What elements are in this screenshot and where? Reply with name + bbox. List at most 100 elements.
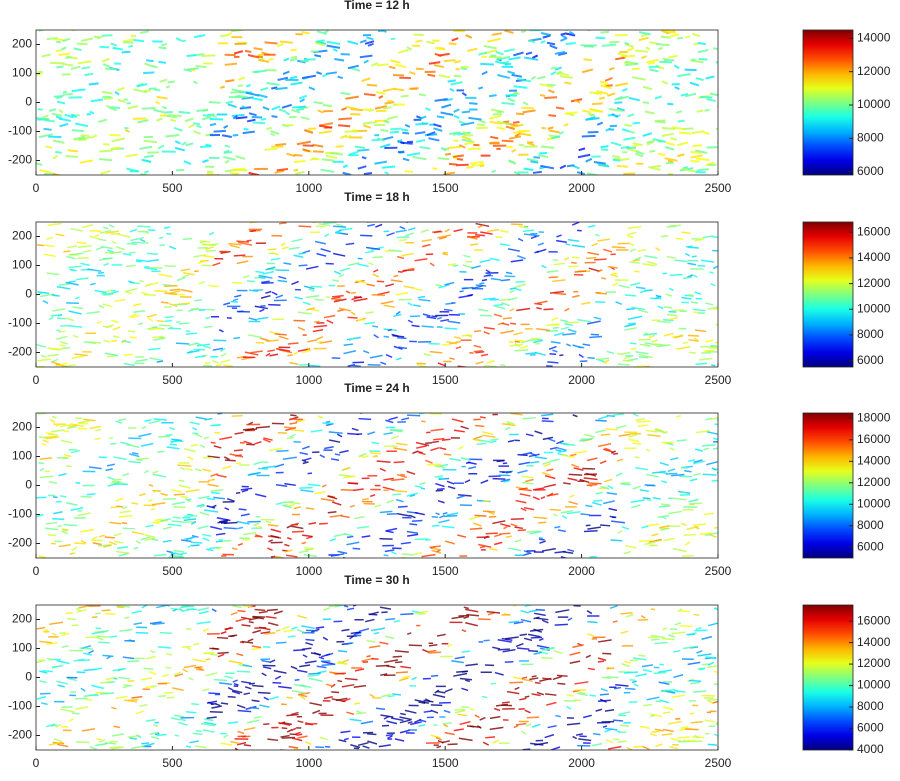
contour-stroke bbox=[596, 38, 606, 39]
contour-stroke bbox=[478, 225, 483, 227]
contour-stroke bbox=[524, 168, 534, 170]
contour-stroke bbox=[522, 482, 534, 483]
contour-stroke bbox=[374, 162, 386, 164]
contour-stroke bbox=[563, 483, 571, 484]
contour-stroke bbox=[517, 648, 530, 649]
colorbar-tick-label: 10000 bbox=[857, 97, 891, 111]
contour-stroke bbox=[431, 710, 438, 713]
contour-stroke bbox=[668, 511, 681, 513]
contour-stroke bbox=[323, 608, 329, 611]
contour-stroke bbox=[482, 697, 487, 698]
contour-stroke bbox=[188, 457, 194, 460]
contour-stroke bbox=[397, 338, 406, 339]
contour-stroke bbox=[486, 533, 498, 534]
contour-stroke bbox=[468, 118, 481, 120]
contour-stroke bbox=[574, 682, 588, 684]
contour-stroke bbox=[641, 616, 645, 619]
contour-stroke bbox=[587, 253, 599, 255]
contour-stroke bbox=[268, 249, 277, 250]
contour-stroke bbox=[520, 494, 531, 496]
contour-stroke bbox=[319, 126, 332, 128]
contour-stroke bbox=[139, 280, 143, 281]
contour-stroke bbox=[457, 159, 463, 160]
contour-stroke bbox=[619, 434, 630, 436]
contour-stroke bbox=[475, 715, 480, 717]
contour-stroke bbox=[219, 330, 223, 332]
contour-stroke bbox=[433, 725, 437, 726]
contour-stroke bbox=[317, 666, 327, 667]
contour-stroke bbox=[301, 626, 314, 629]
contour-stroke bbox=[311, 653, 321, 655]
contour-stroke bbox=[234, 450, 243, 451]
contour-stroke bbox=[635, 50, 648, 51]
contour-stroke bbox=[212, 505, 216, 507]
contour-stroke bbox=[308, 484, 320, 485]
contour-stroke bbox=[175, 735, 179, 736]
contour-stroke bbox=[465, 680, 470, 681]
x-tick-label: 2000 bbox=[568, 564, 595, 578]
contour-stroke bbox=[553, 514, 557, 515]
contour-stroke bbox=[483, 640, 489, 641]
contour-stroke bbox=[477, 443, 487, 444]
contour-stroke bbox=[324, 447, 333, 449]
contour-stroke bbox=[305, 639, 314, 640]
contour-stroke bbox=[54, 96, 64, 97]
contour-stroke bbox=[167, 697, 175, 698]
contour-stroke bbox=[71, 508, 84, 511]
contour-stroke bbox=[625, 688, 635, 689]
contour-stroke bbox=[454, 229, 463, 231]
contour-stroke bbox=[272, 683, 281, 684]
contour-stroke bbox=[266, 521, 271, 523]
contour-stroke bbox=[324, 31, 328, 33]
contour-stroke bbox=[489, 116, 501, 119]
contour-stroke bbox=[424, 354, 432, 356]
contour-stroke bbox=[620, 159, 629, 161]
contour-stroke bbox=[643, 498, 651, 499]
contour-stroke bbox=[639, 32, 650, 34]
contour-stroke bbox=[343, 165, 348, 167]
contour-stroke bbox=[68, 266, 81, 267]
contour-stroke bbox=[594, 259, 606, 260]
contour-stroke bbox=[431, 429, 444, 431]
contour-stroke bbox=[377, 281, 384, 282]
x-tick-label: 1000 bbox=[295, 564, 322, 578]
contour-stroke bbox=[445, 283, 455, 285]
contour-stroke bbox=[651, 609, 655, 610]
contour-stroke bbox=[385, 531, 393, 533]
contour-stroke bbox=[385, 636, 394, 638]
contour-stroke bbox=[532, 676, 537, 677]
contour-stroke bbox=[590, 695, 596, 696]
x-tick-label: 1000 bbox=[295, 181, 322, 195]
contour-stroke bbox=[551, 72, 556, 75]
contour-stroke bbox=[163, 541, 172, 542]
contour-stroke bbox=[331, 153, 343, 155]
contour-stroke bbox=[676, 347, 690, 349]
contour-stroke bbox=[521, 476, 533, 477]
contour-stroke bbox=[493, 305, 503, 306]
contour-stroke bbox=[461, 426, 469, 429]
contour-stroke bbox=[412, 677, 417, 679]
contour-stroke bbox=[210, 124, 216, 125]
contour-stroke bbox=[191, 445, 198, 447]
contour-stroke bbox=[277, 169, 288, 170]
contour-stroke bbox=[358, 743, 369, 746]
contour-stroke bbox=[136, 359, 148, 361]
contour-stroke bbox=[114, 541, 123, 543]
contour-stroke bbox=[675, 87, 680, 89]
colorbar-tick-label: 6000 bbox=[857, 721, 884, 735]
contour-stroke bbox=[252, 646, 261, 647]
contour-stroke bbox=[671, 738, 682, 741]
contour-stroke bbox=[398, 271, 403, 272]
contour-stroke bbox=[398, 299, 411, 300]
contour-stroke bbox=[49, 622, 63, 624]
contour-stroke bbox=[95, 235, 99, 236]
contour-stroke bbox=[675, 260, 688, 262]
contour-stroke bbox=[688, 247, 699, 248]
contour-stroke bbox=[50, 419, 55, 422]
contour-stroke bbox=[445, 229, 450, 231]
contour-stroke bbox=[194, 300, 201, 301]
contour-stroke bbox=[464, 142, 474, 144]
contour-stroke bbox=[83, 250, 91, 252]
contour-stroke bbox=[123, 507, 128, 509]
contour-stroke bbox=[69, 719, 74, 721]
